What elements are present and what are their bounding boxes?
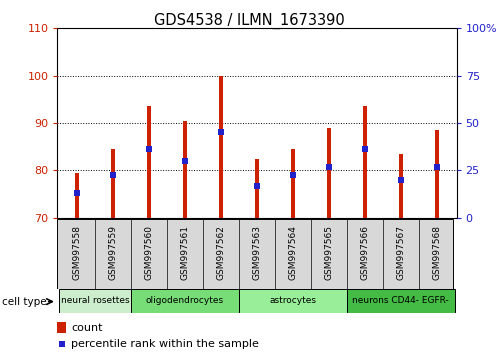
Text: GSM997566: GSM997566 bbox=[360, 225, 369, 280]
Point bbox=[361, 146, 369, 152]
Bar bbox=[347, 289, 455, 313]
Text: neurons CD44- EGFR-: neurons CD44- EGFR- bbox=[352, 296, 449, 306]
Point bbox=[58, 341, 66, 347]
Point bbox=[181, 158, 189, 164]
Point bbox=[433, 164, 441, 170]
Bar bbox=[147, 107, 151, 218]
Point bbox=[217, 130, 225, 135]
Text: astrocytes: astrocytes bbox=[269, 296, 316, 306]
Text: GDS4538 / ILMN_1673390: GDS4538 / ILMN_1673390 bbox=[154, 12, 345, 29]
Text: GSM997568: GSM997568 bbox=[432, 225, 441, 280]
Text: GSM997567: GSM997567 bbox=[396, 225, 405, 280]
Bar bbox=[57, 322, 66, 333]
Text: GSM997563: GSM997563 bbox=[252, 225, 261, 280]
Text: oligodendrocytes: oligodendrocytes bbox=[146, 296, 224, 306]
Bar bbox=[131, 289, 239, 313]
Bar bbox=[183, 121, 187, 218]
Text: GSM997560: GSM997560 bbox=[145, 225, 154, 280]
Text: GSM997561: GSM997561 bbox=[181, 225, 190, 280]
Bar bbox=[239, 289, 347, 313]
Text: count: count bbox=[71, 323, 103, 333]
Point bbox=[73, 190, 81, 196]
Bar bbox=[399, 154, 403, 218]
Bar bbox=[255, 159, 259, 218]
Point bbox=[109, 172, 117, 178]
Bar bbox=[435, 130, 439, 218]
Bar bbox=[291, 149, 295, 218]
Bar bbox=[75, 173, 79, 218]
Point bbox=[253, 184, 261, 189]
Text: GSM997558: GSM997558 bbox=[73, 225, 82, 280]
Bar bbox=[59, 289, 131, 313]
Bar bbox=[363, 107, 367, 218]
Bar bbox=[327, 128, 331, 218]
Point bbox=[325, 164, 333, 170]
Bar bbox=[111, 149, 115, 218]
Text: neural rosettes: neural rosettes bbox=[61, 296, 129, 306]
Text: GSM997562: GSM997562 bbox=[217, 225, 226, 280]
Text: GSM997564: GSM997564 bbox=[288, 225, 297, 280]
Point bbox=[289, 172, 297, 178]
Point bbox=[397, 177, 405, 183]
Text: GSM997565: GSM997565 bbox=[324, 225, 333, 280]
Text: GSM997559: GSM997559 bbox=[109, 225, 118, 280]
Text: cell type: cell type bbox=[2, 297, 47, 307]
Bar bbox=[219, 76, 223, 218]
Text: percentile rank within the sample: percentile rank within the sample bbox=[71, 339, 259, 349]
Point bbox=[145, 146, 153, 152]
